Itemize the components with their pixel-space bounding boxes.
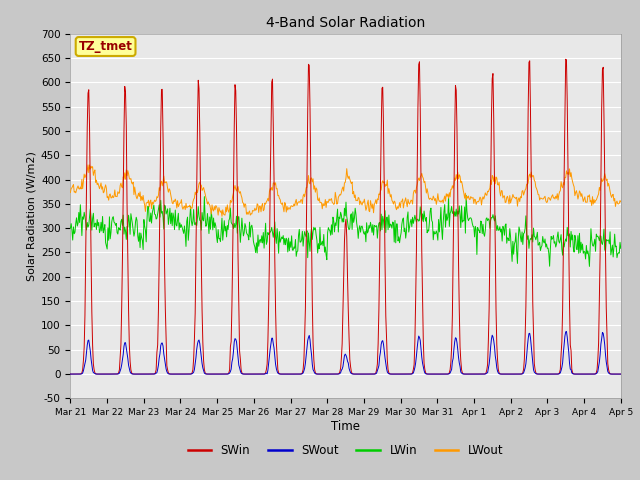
X-axis label: Time: Time: [331, 420, 360, 433]
Title: 4-Band Solar Radiation: 4-Band Solar Radiation: [266, 16, 425, 30]
Y-axis label: Solar Radiation (W/m2): Solar Radiation (W/m2): [27, 151, 36, 281]
Text: TZ_tmet: TZ_tmet: [79, 40, 132, 53]
Legend: SWin, SWout, LWin, LWout: SWin, SWout, LWin, LWout: [183, 439, 508, 462]
